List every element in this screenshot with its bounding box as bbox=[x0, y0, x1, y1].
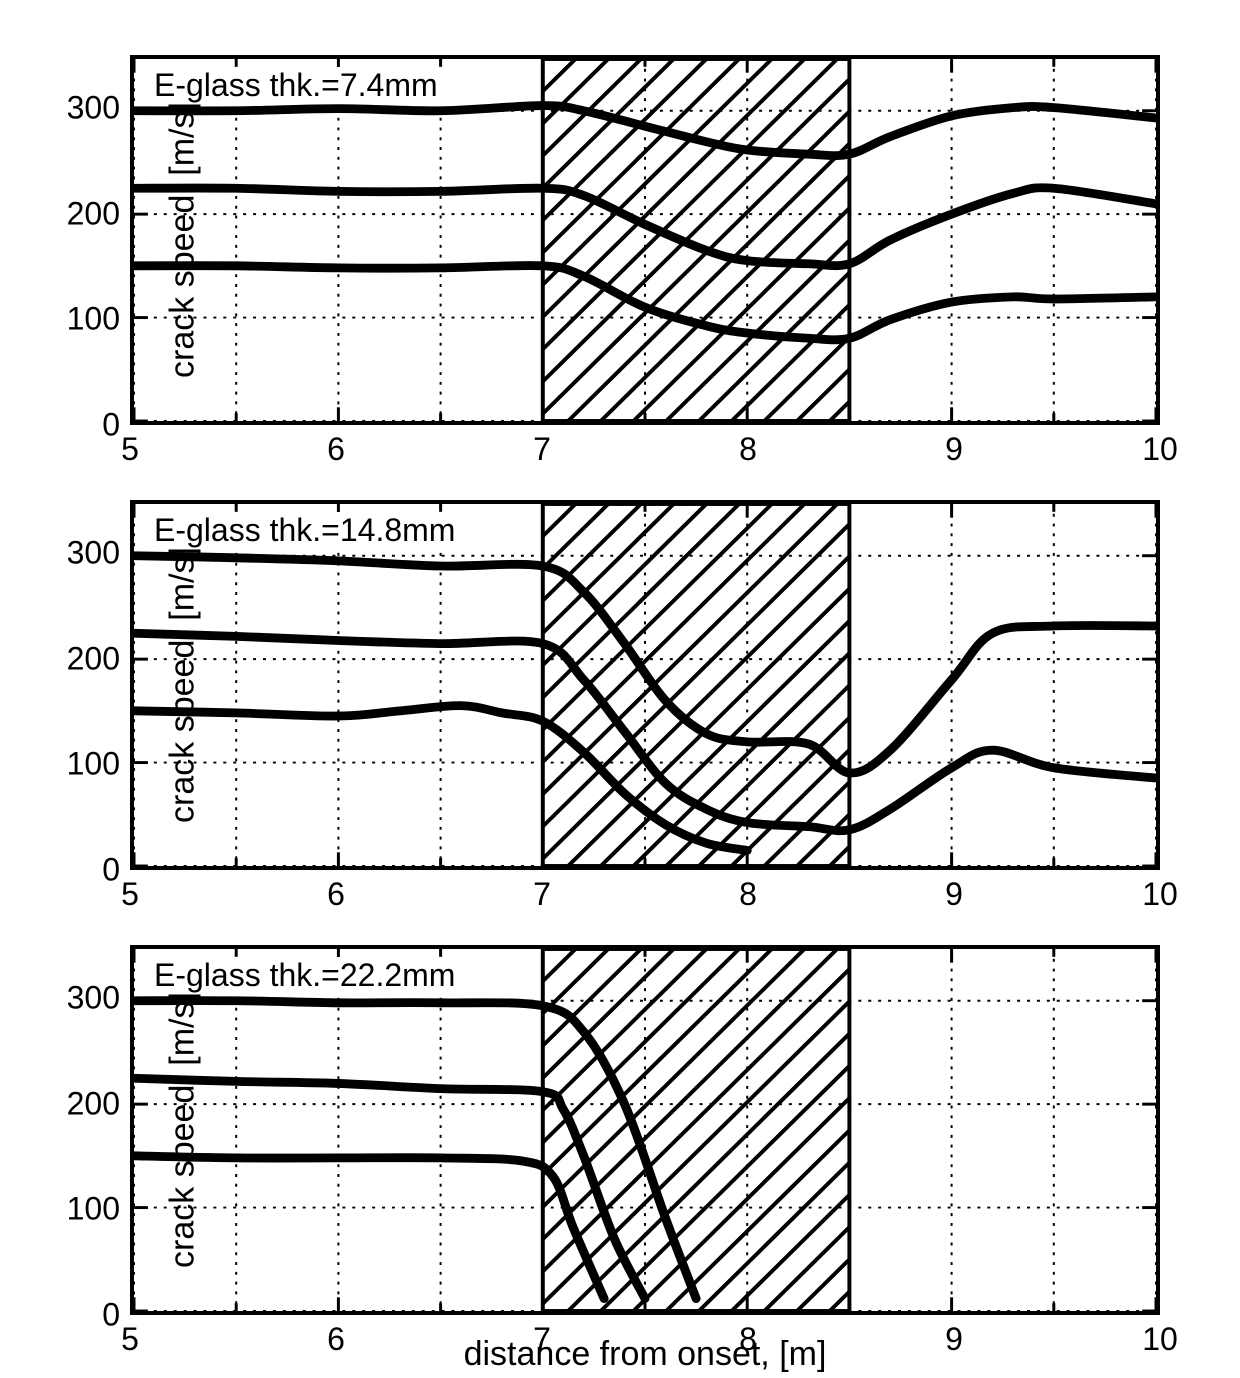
x-tick-label: 7 bbox=[533, 876, 551, 913]
x-tick-label: 10 bbox=[1142, 431, 1178, 468]
x-tick-label: 6 bbox=[327, 876, 345, 913]
panel-title: E-glass thk.=14.8mm bbox=[148, 512, 461, 549]
data-curve-1 bbox=[134, 1078, 645, 1298]
x-tick-label: 5 bbox=[121, 1321, 139, 1358]
x-tick-label: 10 bbox=[1142, 876, 1178, 913]
data-curve-0 bbox=[134, 1001, 696, 1299]
y-tick-label: 0 bbox=[102, 852, 120, 889]
x-tick-label: 9 bbox=[945, 876, 963, 913]
plot-svg bbox=[134, 949, 1156, 1311]
plot-area: E-glass thk.=7.4mm bbox=[130, 55, 1160, 425]
plot-area: E-glass thk.=22.2mm bbox=[130, 945, 1160, 1315]
x-tick-label: 9 bbox=[945, 1321, 963, 1358]
y-tick-label: 0 bbox=[102, 1297, 120, 1334]
hatched-region bbox=[176, 59, 1156, 421]
y-tick-label: 100 bbox=[67, 1191, 120, 1228]
plot-svg bbox=[134, 59, 1156, 421]
x-tick-label: 8 bbox=[739, 431, 757, 468]
plot-area: E-glass thk.=14.8mm bbox=[130, 500, 1160, 870]
y-tick-label: 200 bbox=[67, 640, 120, 677]
x-tick-label: 10 bbox=[1142, 1321, 1178, 1358]
y-tick-label: 300 bbox=[67, 979, 120, 1016]
plot-svg bbox=[134, 504, 1156, 866]
x-tick-label: 7 bbox=[533, 431, 551, 468]
y-tick-label: 300 bbox=[67, 89, 120, 126]
y-tick-label: 200 bbox=[67, 195, 120, 232]
panel-0: E-glass thk.=7.4mmcrack speed, [m/s]0100… bbox=[130, 55, 1160, 425]
y-tick-label: 100 bbox=[67, 301, 120, 338]
data-curve-1 bbox=[134, 188, 1156, 266]
y-tick-label: 300 bbox=[67, 534, 120, 571]
y-axis-label: crack speed, [m/s] bbox=[163, 102, 202, 378]
panel-2: E-glass thk.=22.2mmcrack speed, [m/s]010… bbox=[130, 945, 1160, 1315]
panel-1: E-glass thk.=14.8mmcrack speed, [m/s]010… bbox=[130, 500, 1160, 870]
x-tick-label: 8 bbox=[739, 876, 757, 913]
x-tick-label: 6 bbox=[327, 1321, 345, 1358]
x-tick-label: 5 bbox=[121, 876, 139, 913]
x-tick-label: 6 bbox=[327, 431, 345, 468]
y-tick-label: 100 bbox=[67, 746, 120, 783]
y-tick-label: 200 bbox=[67, 1085, 120, 1122]
x-tick-label: 5 bbox=[121, 431, 139, 468]
x-axis-label: distance from onset, [m] bbox=[464, 1335, 827, 1374]
x-tick-label: 9 bbox=[945, 431, 963, 468]
data-curve-2 bbox=[134, 1156, 604, 1299]
panel-title: E-glass thk.=7.4mm bbox=[148, 67, 444, 104]
y-tick-label: 0 bbox=[102, 407, 120, 444]
panel-title: E-glass thk.=22.2mm bbox=[148, 957, 461, 994]
y-axis-label: crack speed, [m/s] bbox=[163, 547, 202, 823]
y-axis-label: crack speed, [m/s] bbox=[163, 992, 202, 1268]
figure-root: E-glass thk.=7.4mmcrack speed, [m/s]0100… bbox=[0, 0, 1240, 1378]
